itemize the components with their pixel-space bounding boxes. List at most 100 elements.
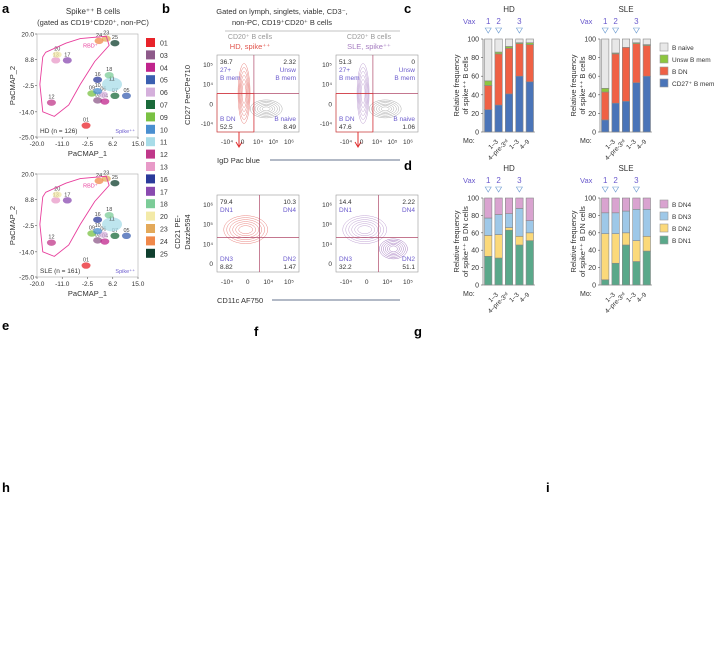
contour [238,225,253,234]
quadrant-label-dn4: DN4 [283,207,296,214]
y-tick-label: 20 [471,111,479,118]
bar-segment [621,38,630,48]
vax-number: 1 [603,176,608,185]
bar-segment [621,244,630,286]
x-tick-label: -10⁴ [340,139,352,146]
legend-swatch-d [659,235,669,245]
bar-segment [611,38,620,54]
x-tick-label: 10⁵ [284,279,294,286]
bar-segment [632,261,641,286]
x-tick-label: 6.2 [108,281,117,288]
quadrant-br: 1.06 [402,124,415,131]
vax-triangle-icon [515,186,523,193]
contour [378,105,392,113]
bar-segment [642,197,651,210]
vax-triangle-icon [632,186,640,193]
x-tick-label: 10⁴ [253,139,263,146]
x-tick-label: 4–9 [519,291,532,304]
legend-label-23: 23 [160,227,168,234]
x-tick-label: 10⁵ [269,139,279,146]
cluster-label-25: 25 [112,175,118,181]
cluster-11 [102,77,123,92]
contour [354,223,375,236]
legend-label-d: B DN4 [672,202,692,209]
y-tick-label: -25.0 [19,135,34,142]
y-tick-label: 10⁴ [203,82,213,89]
chart-title: SLE [618,5,633,14]
quadrant-label: B mem [275,75,296,82]
bar-segment [632,82,641,133]
cluster-01 [81,262,91,269]
cluster-18 [104,212,114,219]
panel-label-g: g [414,324,422,339]
legend-label-11: 11 [160,140,167,147]
legend-label-d: B DN2 [672,226,692,233]
vax-number: 3 [634,17,639,26]
legend-swatch-03 [146,50,155,60]
cluster-04 [100,238,110,245]
bar-segment [601,91,610,121]
bar-segment [601,212,610,234]
cluster-label-16: 16 [95,212,101,218]
legend-swatch-25 [146,248,155,258]
x-tick-label: -2.5 [82,141,94,148]
cluster-12 [46,239,56,246]
cluster-23 [101,175,111,182]
sample-caption: SLE (n = 161) [40,268,80,275]
quadrant-tl: 36.7 [220,59,233,66]
contour [252,101,281,117]
legend-label-13: 13 [160,165,168,172]
y-axis-label: Relative frequency [569,210,578,272]
y-tick-label: 10⁵ [322,222,332,229]
legend-label-c: CD27⁺ B mem [672,81,714,88]
quadrant-br: 1.47 [283,264,296,271]
cluster-label-01: 01 [83,118,89,124]
legend-label-c: Unsw B mem [672,57,711,64]
bar-segment [601,197,610,214]
quadrant-label: B mem [339,75,360,82]
y-tick-label: -2.5 [23,223,35,230]
panel-b-header: Gated on lymph, singlets, viable, CD3⁻, [216,7,348,16]
x-tick-label: -11.0 [55,141,70,148]
bar-segment [611,102,620,133]
bar-segment [504,93,513,133]
y-tick-label: 40 [588,248,596,255]
quadrant-tl: 79.4 [220,199,233,206]
bar-segment [484,109,493,133]
panel-label-d: d [404,158,412,173]
legend-swatch-c [659,42,669,52]
cluster-label-11: 11 [109,76,115,82]
quadrant-tr: 0 [411,59,415,66]
legend-label-18: 18 [160,202,168,209]
quadrant-tr: 2.32 [283,59,296,66]
cluster-05 [121,92,131,100]
bar-segment [632,38,641,44]
contour [380,106,390,112]
y-axis-label: PaCMAP_2 [8,206,17,245]
legend-swatch-04 [146,62,155,72]
bdn-gate [216,93,255,133]
cluster-17 [62,197,72,204]
bar-segment [484,235,493,257]
cluster-label-09: 09 [89,226,95,232]
contour [223,215,268,244]
y-axis-label: Relative frequency [452,54,461,116]
bar-segment [494,257,503,286]
rbd-label: RBD⁺ [83,183,98,190]
arrow-head [354,141,362,148]
cluster-25 [110,179,120,187]
b-subtitle: CD20⁺ B cells [228,34,273,41]
bar-segment [484,38,493,82]
cluster-13 [51,197,61,204]
cluster-18 [104,72,114,79]
vax-triangle-icon [612,27,620,34]
legend-label-17: 17 [160,189,168,196]
quadrant-label-dn1: DN1 [220,207,233,214]
legend-swatch-20 [146,211,155,221]
y-tick-label: 10⁴ [322,241,332,248]
bar-segment [515,38,524,44]
